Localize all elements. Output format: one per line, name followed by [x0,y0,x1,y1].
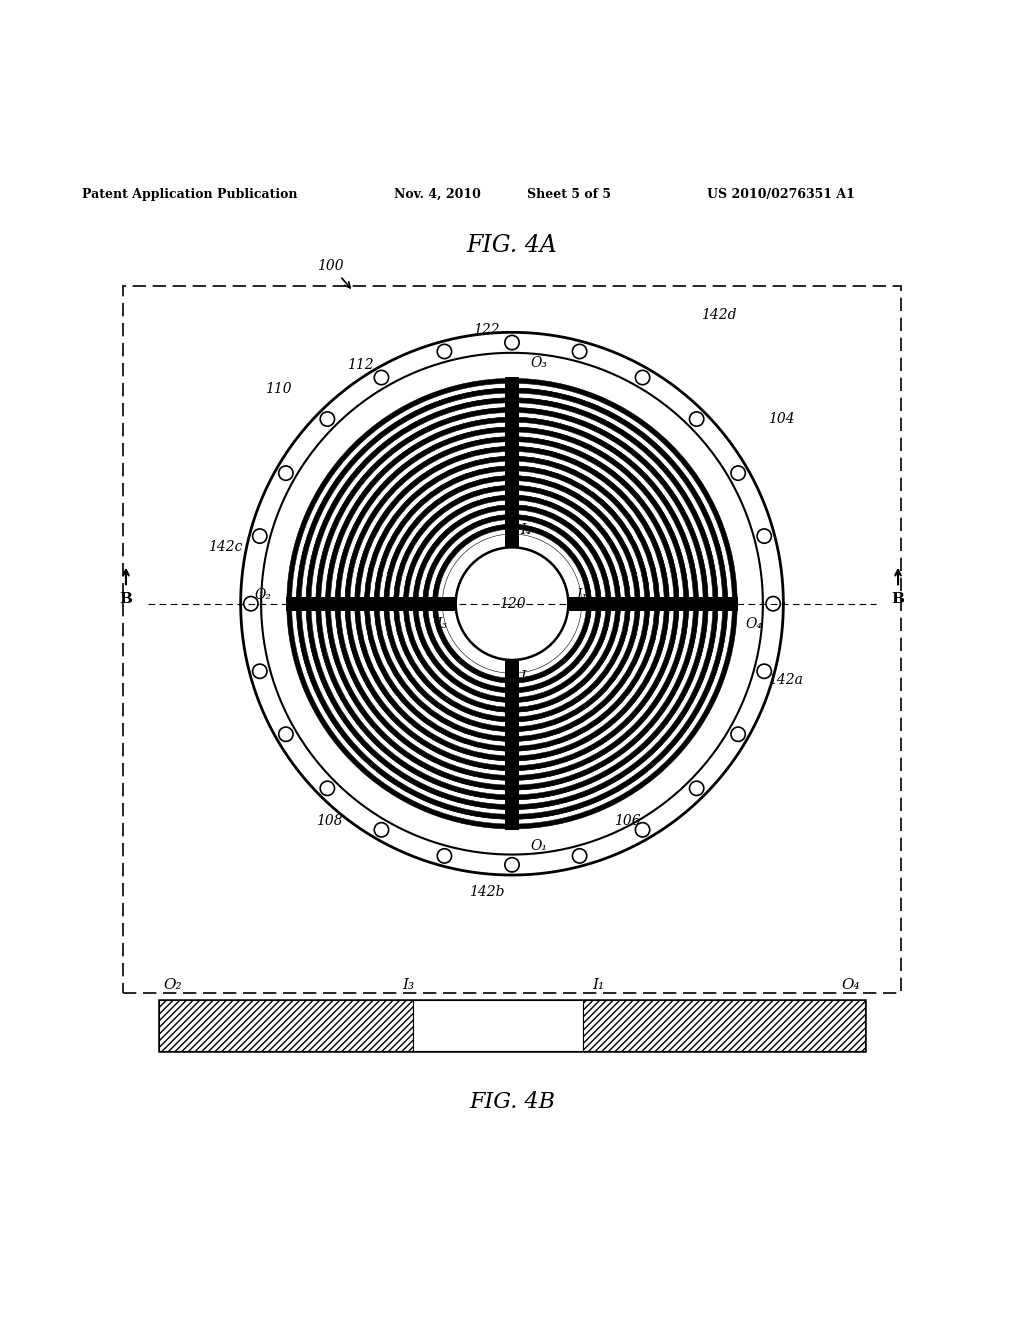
Text: O₂: O₂ [164,978,182,991]
Wedge shape [315,408,709,800]
Bar [123,286,901,993]
Wedge shape [321,412,703,795]
Wedge shape [350,442,674,766]
Bar [505,660,519,830]
Text: I₃: I₃ [436,618,447,631]
Bar [505,378,519,548]
Wedge shape [409,500,615,708]
Wedge shape [423,515,601,693]
Wedge shape [418,510,606,698]
Wedge shape [301,393,723,814]
Wedge shape [375,466,650,742]
Wedge shape [326,417,698,791]
Wedge shape [340,432,684,775]
Text: O₄: O₄ [842,978,860,991]
Bar [568,597,738,611]
Circle shape [456,548,568,660]
Wedge shape [355,446,670,760]
Bar [286,597,456,611]
Wedge shape [389,480,635,727]
Wedge shape [311,403,713,805]
Text: O₄: O₄ [745,618,763,631]
Text: 120: 120 [499,597,525,611]
Text: 108: 108 [316,813,343,828]
Text: I₄: I₄ [520,523,531,537]
Text: I₁: I₁ [577,589,588,602]
Text: 142d: 142d [701,308,737,322]
Wedge shape [345,437,679,771]
Wedge shape [428,520,596,688]
Text: Sheet 5 of 5: Sheet 5 of 5 [527,187,611,201]
Wedge shape [365,457,659,751]
Text: FIG. 4B: FIG. 4B [469,1092,555,1113]
Text: 104: 104 [768,412,795,426]
Text: I₃: I₃ [401,978,414,991]
Text: Nov. 4, 2010: Nov. 4, 2010 [394,187,481,201]
Wedge shape [336,428,688,780]
Text: Patent Application Publication: Patent Application Publication [82,187,297,201]
Wedge shape [398,490,626,717]
Wedge shape [331,422,693,785]
Wedge shape [370,461,654,746]
Text: B: B [892,591,904,606]
Wedge shape [437,529,587,678]
Text: B: B [120,591,132,606]
Wedge shape [393,486,631,722]
Text: I₁: I₁ [592,978,604,991]
Text: 112: 112 [347,358,374,372]
Wedge shape [379,471,645,737]
Wedge shape [359,451,665,756]
Text: O₁: O₁ [530,840,548,853]
Bar [159,1001,413,1051]
Bar [159,1001,865,1051]
Bar [413,1001,583,1051]
Text: 100: 100 [317,259,344,273]
Wedge shape [292,383,732,824]
Wedge shape [413,504,610,702]
Text: 142a: 142a [768,673,803,688]
Text: US 2010/0276351 A1: US 2010/0276351 A1 [707,187,854,201]
Text: 142b: 142b [469,886,504,899]
Wedge shape [384,475,640,731]
Wedge shape [403,495,621,713]
Wedge shape [432,524,592,682]
Text: 122: 122 [473,323,500,338]
Wedge shape [297,388,727,820]
Text: O₂: O₂ [254,589,271,602]
Text: 106: 106 [614,813,641,828]
Text: I₂: I₂ [520,671,531,684]
Wedge shape [306,397,718,809]
Text: 110: 110 [265,381,292,396]
Text: O₃: O₃ [530,356,548,370]
Bar [583,1001,865,1051]
Wedge shape [287,379,737,829]
Text: 142c: 142c [208,540,243,554]
Text: FIG. 4A: FIG. 4A [467,234,557,257]
